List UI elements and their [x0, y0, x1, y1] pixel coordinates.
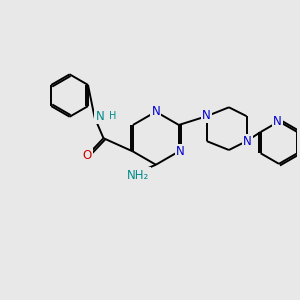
Text: H: H: [109, 111, 117, 121]
Text: N: N: [273, 115, 282, 128]
Text: N: N: [243, 135, 251, 148]
Text: N: N: [176, 145, 185, 158]
Text: N: N: [152, 105, 160, 118]
Text: N: N: [96, 110, 104, 123]
Text: NH₂: NH₂: [127, 169, 149, 182]
Text: O: O: [82, 149, 91, 162]
Text: N: N: [202, 109, 211, 122]
